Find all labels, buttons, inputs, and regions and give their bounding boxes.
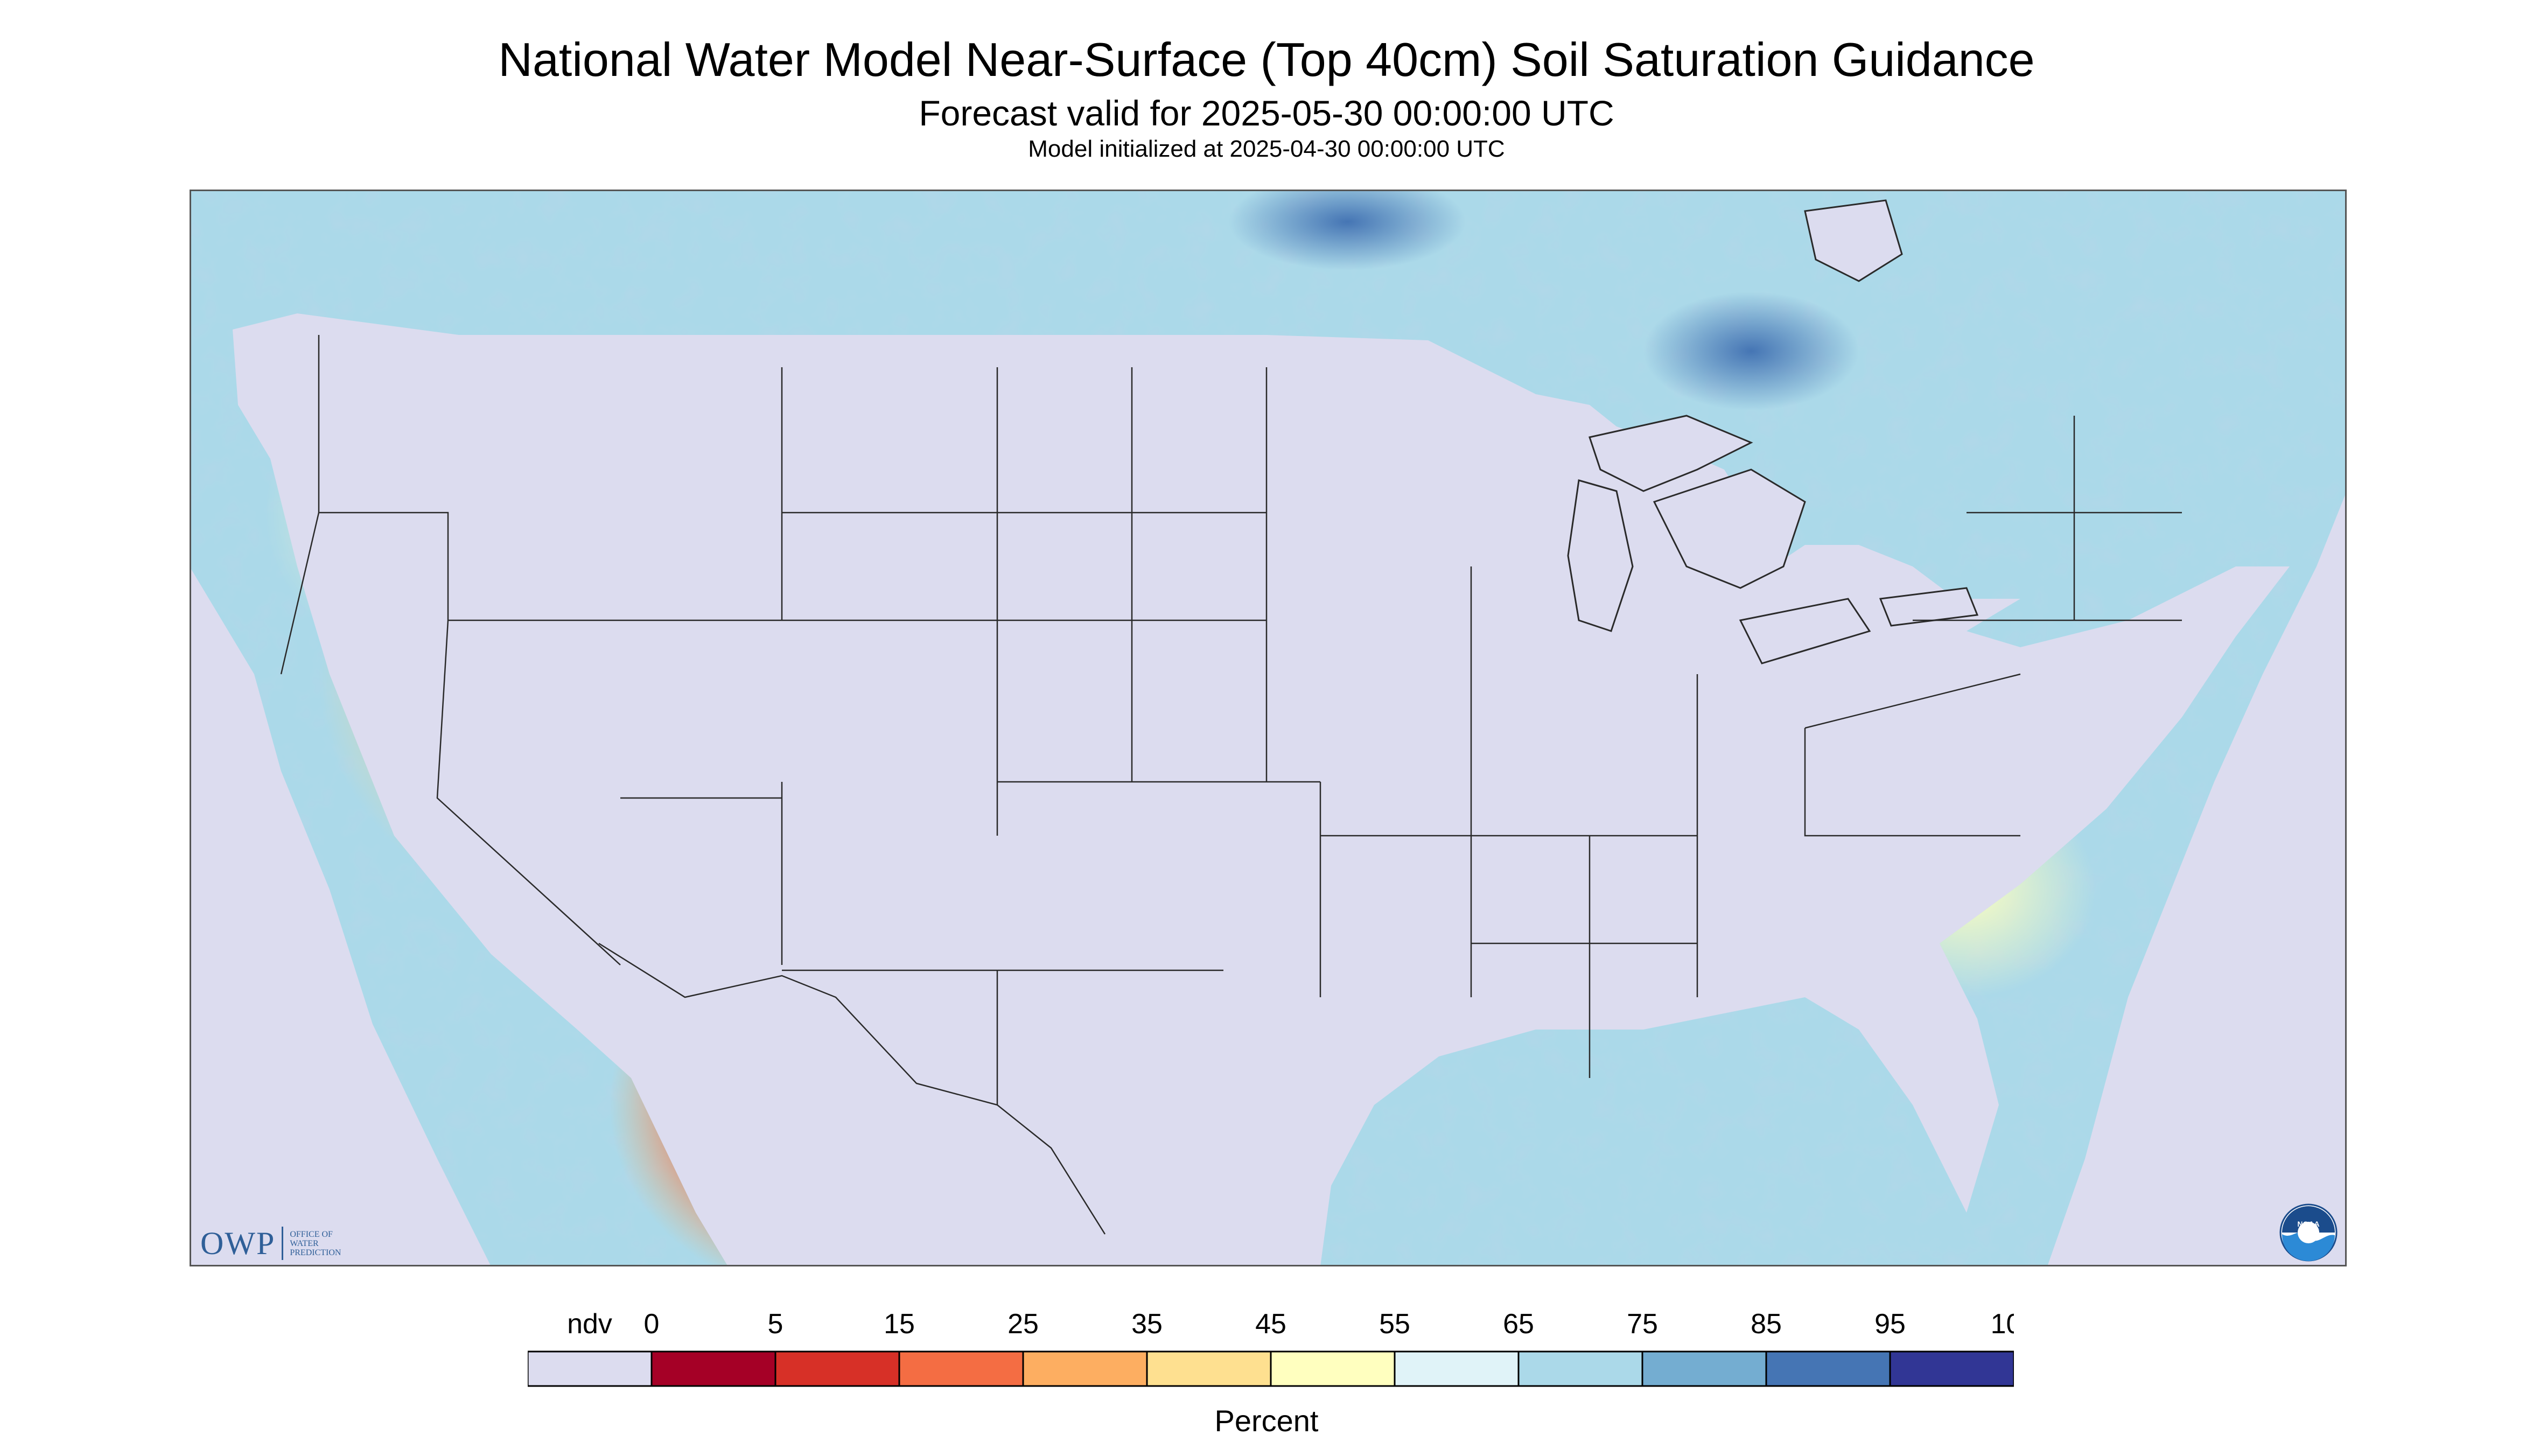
legend-swatch xyxy=(1394,1350,1520,1387)
legend-tick-label: 75 xyxy=(1627,1308,1658,1340)
legend-tick-label: 85 xyxy=(1751,1308,1782,1340)
legend-tick-label: 65 xyxy=(1503,1308,1534,1340)
legend-tick-label: 55 xyxy=(1379,1308,1410,1340)
legend-tick-label: 0 xyxy=(644,1308,660,1340)
legend-swatch xyxy=(1641,1350,1767,1387)
owp-logo: OWP OFFICE OF WATER PREDICTION xyxy=(200,1224,341,1262)
legend-swatch xyxy=(898,1350,1024,1387)
legend-tick-label: 100 xyxy=(1991,1308,2014,1340)
noaa-logo-mark: NOAA xyxy=(2297,1220,2319,1228)
owp-logo-line: WATER xyxy=(290,1238,319,1248)
legend-swatch xyxy=(1146,1350,1272,1387)
legend-title: Percent xyxy=(1214,1404,1319,1438)
owp-logo-text: OFFICE OF WATER PREDICTION xyxy=(290,1230,341,1257)
map-title: National Water Model Near-Surface (Top 4… xyxy=(498,33,2035,86)
forecast-valid-time: Forecast valid for 2025-05-30 00:00:00 U… xyxy=(919,93,1614,133)
noaa-logo: NOAA xyxy=(2279,1203,2338,1262)
legend: ndv 0 5 15 25 35 45 55 65 75 85 95 100 xyxy=(528,1308,2014,1387)
legend-tick-label: 35 xyxy=(1131,1308,1163,1340)
legend-tick-label: 15 xyxy=(884,1308,915,1340)
legend-tick-label: 45 xyxy=(1255,1308,1286,1340)
legend-swatch xyxy=(1517,1350,1643,1387)
legend-tick-label: 95 xyxy=(1874,1308,1906,1340)
soil-saturation-map xyxy=(190,190,2347,1266)
legend-tick-label: 5 xyxy=(768,1308,783,1340)
owp-logo-mark: OWP xyxy=(200,1225,276,1261)
legend-swatch xyxy=(1765,1350,1891,1387)
owp-logo-line: PREDICTION xyxy=(290,1248,341,1257)
legend-tick-label: ndv xyxy=(567,1308,612,1340)
legend-swatch xyxy=(650,1350,776,1387)
model-initialized-time: Model initialized at 2025-04-30 00:00:00… xyxy=(1028,136,1505,162)
legend-swatch xyxy=(1270,1350,1396,1387)
legend-swatch xyxy=(1889,1350,2014,1387)
legend-swatch xyxy=(774,1350,900,1387)
legend-tick-label: 25 xyxy=(1007,1308,1039,1340)
legend-swatch xyxy=(528,1350,653,1387)
legend-swatch xyxy=(1022,1350,1148,1387)
owp-logo-divider xyxy=(282,1227,284,1260)
owp-logo-line: OFFICE OF xyxy=(290,1229,333,1239)
